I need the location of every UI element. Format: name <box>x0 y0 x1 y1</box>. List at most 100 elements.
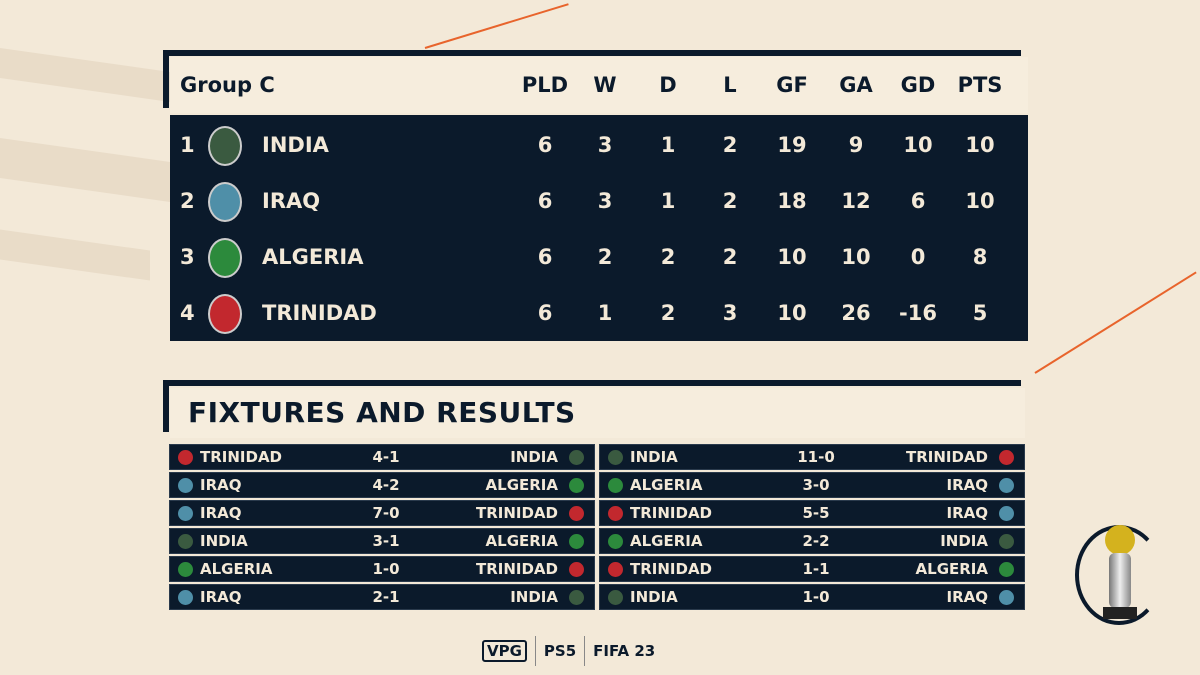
fixture-row[interactable]: IRAQ 2-1 INDIA <box>169 584 595 610</box>
team-crest-icon <box>208 294 242 334</box>
home-crest-icon <box>608 450 623 465</box>
team-crest-icon <box>208 182 242 222</box>
team-name: IRAQ <box>262 189 321 213</box>
stat-d: 1 <box>660 133 676 157</box>
vpg-logo: VPG <box>482 640 527 662</box>
away-crest-icon <box>999 450 1014 465</box>
score: 1-1 <box>802 560 830 578</box>
frame-line <box>163 380 1021 386</box>
stat-gd: 0 <box>910 245 926 269</box>
stat-l: 2 <box>722 133 738 157</box>
home-crest-icon <box>178 450 193 465</box>
frame-line <box>163 50 169 108</box>
score: 3-1 <box>372 532 400 550</box>
home-team: ALGERIA <box>630 532 703 550</box>
away-crest-icon <box>999 562 1014 577</box>
home-team: IRAQ <box>200 588 242 606</box>
away-crest-icon <box>999 506 1014 521</box>
column-header-w: W <box>593 73 617 97</box>
away-crest-icon <box>569 562 584 577</box>
away-crest-icon <box>569 450 584 465</box>
fixture-row[interactable]: TRINIDAD 5-5 IRAQ <box>599 500 1025 526</box>
column-header-d: D <box>659 73 677 97</box>
fixture-row[interactable]: INDIA 3-1 ALGERIA <box>169 528 595 554</box>
fixtures-header: FIXTURES AND RESULTS <box>170 388 1025 438</box>
score: 2-2 <box>802 532 830 550</box>
team-name: ALGERIA <box>262 245 364 269</box>
bg-stripe <box>0 138 170 202</box>
stat-w: 3 <box>597 189 613 213</box>
position: 4 <box>180 301 195 325</box>
fixture-row[interactable]: INDIA 11-0 TRINIDAD <box>599 444 1025 470</box>
away-team: ALGERIA <box>485 476 558 494</box>
stat-pld: 6 <box>537 245 553 269</box>
away-crest-icon <box>569 534 584 549</box>
stat-ga: 26 <box>841 301 871 325</box>
stat-d: 2 <box>660 301 676 325</box>
stat-l: 3 <box>722 301 738 325</box>
standings-row[interactable]: 1 INDIA 6 3 1 2 19 9 10 10 <box>170 118 1028 174</box>
away-crest-icon <box>569 590 584 605</box>
stat-ga: 10 <box>841 245 871 269</box>
stat-l: 2 <box>722 189 738 213</box>
stat-gf: 10 <box>777 245 807 269</box>
trophy-icon <box>1075 525 1163 625</box>
home-team: ALGERIA <box>200 560 273 578</box>
home-crest-icon <box>178 590 193 605</box>
stat-ga: 9 <box>848 133 864 157</box>
away-team: ALGERIA <box>915 560 988 578</box>
stat-pts: 10 <box>965 133 995 157</box>
fixture-row[interactable]: ALGERIA 2-2 INDIA <box>599 528 1025 554</box>
score: 4-2 <box>372 476 400 494</box>
fixture-row[interactable]: ALGERIA 1-0 TRINIDAD <box>169 556 595 582</box>
divider <box>584 636 586 666</box>
home-crest-icon <box>608 534 623 549</box>
standings-row[interactable]: 4 TRINIDAD 6 1 2 3 10 26 -16 5 <box>170 286 1028 342</box>
home-team: TRINIDAD <box>200 448 283 466</box>
home-team: INDIA <box>630 588 678 606</box>
fixture-row[interactable]: TRINIDAD 1-1 ALGERIA <box>599 556 1025 582</box>
standings-header: Group C PLD W D L GF GA GD PTS <box>170 57 1028 113</box>
fixture-row[interactable]: ALGERIA 3-0 IRAQ <box>599 472 1025 498</box>
fixture-row[interactable]: IRAQ 4-2 ALGERIA <box>169 472 595 498</box>
stat-pts: 10 <box>965 189 995 213</box>
home-team: ALGERIA <box>630 476 703 494</box>
score: 3-0 <box>802 476 830 494</box>
away-team: TRINIDAD <box>905 448 988 466</box>
frame-line <box>163 380 169 432</box>
team-crest-icon <box>208 126 242 166</box>
fixtures-title: FIXTURES AND RESULTS <box>188 396 576 429</box>
divider <box>534 636 536 666</box>
frame-line <box>163 50 1021 56</box>
position: 2 <box>180 189 195 213</box>
group-title: Group C <box>180 73 275 97</box>
away-team: TRINIDAD <box>475 560 558 578</box>
fixture-row[interactable]: INDIA 1-0 IRAQ <box>599 584 1025 610</box>
standings-row[interactable]: 2 IRAQ 6 3 1 2 18 12 6 10 <box>170 174 1028 230</box>
stat-w: 3 <box>597 133 613 157</box>
score: 11-0 <box>797 448 835 466</box>
bg-stripe <box>0 48 170 102</box>
stat-d: 1 <box>660 189 676 213</box>
away-crest-icon <box>569 506 584 521</box>
home-team: INDIA <box>630 448 678 466</box>
team-name: TRINIDAD <box>262 301 377 325</box>
fixture-row[interactable]: TRINIDAD 4-1 INDIA <box>169 444 595 470</box>
home-team: IRAQ <box>200 476 242 494</box>
position: 3 <box>180 245 195 269</box>
standings-body: 1 INDIA 6 3 1 2 19 9 10 10 2 IRAQ 6 3 1 2 18 12 6 10 3 ALG… <box>170 115 1028 341</box>
stat-w: 1 <box>597 301 613 325</box>
away-team: INDIA <box>510 588 558 606</box>
home-team: TRINIDAD <box>630 560 713 578</box>
score: 5-5 <box>802 504 830 522</box>
home-crest-icon <box>608 590 623 605</box>
accent-line <box>424 3 569 49</box>
stat-pts: 5 <box>972 301 988 325</box>
fixture-row[interactable]: IRAQ 7-0 TRINIDAD <box>169 500 595 526</box>
stat-gf: 19 <box>777 133 807 157</box>
home-crest-icon <box>178 506 193 521</box>
standings-row[interactable]: 3 ALGERIA 6 2 2 2 10 10 0 8 <box>170 230 1028 286</box>
score: 7-0 <box>372 504 400 522</box>
away-team: IRAQ <box>946 588 989 606</box>
score: 1-0 <box>802 588 830 606</box>
